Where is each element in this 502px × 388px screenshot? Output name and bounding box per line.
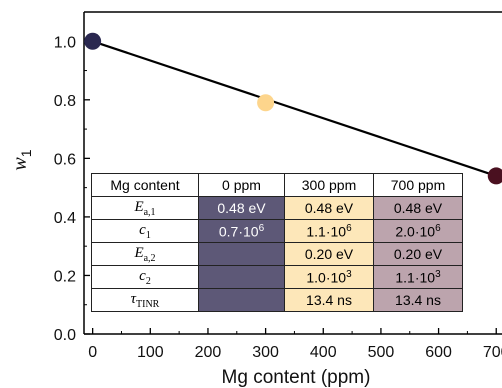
inset-cell-value: 0.48 eV — [393, 200, 443, 216]
x-tick-label: 500 — [368, 344, 395, 361]
inset-row-label: Ea,1 — [91, 196, 199, 220]
inset-cell-exponent: 3 — [346, 268, 352, 280]
inset-cell: 1.1·106 — [284, 219, 374, 243]
x-tick-label: 0 — [88, 344, 97, 361]
inset-cell: 13.4 ns — [373, 288, 463, 312]
inset-cell — [198, 288, 285, 312]
inset-cell: 0.7·106 — [198, 219, 285, 243]
y-tick-label: 0.8 — [54, 93, 76, 110]
y-axis-label-sub: 1 — [18, 149, 34, 157]
y-tick-label: 0.2 — [54, 268, 76, 285]
y-axis-label: w1 — [9, 149, 34, 170]
tick-labels: 0 100 200 300 400 500 600 700 0.0 0.2 0.4 0.6 0.8 1.0 — [54, 34, 502, 361]
inset-cell-value: 1.1·10 — [395, 269, 436, 286]
y-tick-label: 0.0 — [54, 327, 76, 344]
inset-cell-exponent: 6 — [258, 222, 265, 234]
inset-row-label-main: c — [139, 267, 146, 284]
inset-cell: 0.48 eV — [198, 196, 285, 220]
data-series — [84, 32, 502, 185]
inset-cell: 13.4 ns — [284, 288, 374, 312]
inset-table-row: c2 1.0·103 1.1·103 — [91, 265, 463, 289]
x-tick-label: 100 — [137, 344, 164, 361]
inset-cell-value: 0.48 eV — [217, 200, 266, 216]
inset-row-label-main: c — [139, 221, 146, 238]
x-tick-label: 400 — [310, 344, 337, 361]
inset-row-label-sub: a,2 — [143, 252, 156, 264]
inset-row-label-main: τ — [130, 290, 137, 307]
inset-table-header-row: Mg content 0 ppm 300 ppm 700 ppm — [91, 173, 463, 197]
inset-cell-value: 13.4 ns — [395, 292, 441, 308]
inset-cell-value: 1.0·10 — [306, 269, 347, 286]
inset-table-row: c1 0.7·106 1.1·106 2.0·106 — [91, 219, 463, 243]
x-tick-label: 600 — [425, 344, 452, 361]
inset-cell-value: 0.20 eV — [304, 246, 354, 262]
inset-cell-exponent: 3 — [435, 268, 441, 280]
inset-cell-value: 0.20 eV — [393, 246, 443, 262]
inset-header-cell: 300 ppm — [284, 173, 374, 197]
inset-header-cell: 700 ppm — [373, 173, 463, 197]
inset-cell-value: 13.4 ns — [306, 292, 352, 308]
inset-table-row: τTINR 13.4 ns 13.4 ns — [91, 288, 463, 312]
y-tick-label: 0.4 — [54, 210, 76, 227]
fit-line — [92, 40, 497, 177]
inset-table-row: Ea,1 0.48 eV 0.48 eV 0.48 eV — [91, 196, 463, 220]
inset-row-label-sub: 1 — [145, 229, 151, 241]
inset-cell-value: 1.1·10 — [306, 223, 347, 240]
data-point — [487, 167, 502, 185]
inset-cell: 0.20 eV — [373, 242, 463, 266]
inset-cell — [198, 242, 285, 266]
x-tick-label: 200 — [195, 344, 222, 361]
inset-row-label-sub: a,1 — [143, 206, 156, 218]
y-tick-label: 0.6 — [54, 151, 76, 168]
inset-cell — [198, 265, 285, 289]
inset-cell: 2.0·106 — [373, 219, 463, 243]
inset-table-row: Ea,2 0.20 eV 0.20 eV — [91, 242, 463, 266]
inset-cell-value: 2.0·10 — [395, 223, 436, 240]
inset-cell-value: 0.48 eV — [304, 200, 354, 216]
inset-row-label-main: E — [134, 244, 144, 261]
inset-cell: 0.48 eV — [373, 196, 463, 220]
x-axis-label: Mg content (ppm) — [222, 367, 371, 388]
inset-row-label-sub: 2 — [145, 275, 151, 287]
inset-row-label: τTINR — [91, 288, 199, 312]
inset-cell: 0.48 eV — [284, 196, 374, 220]
inset-row-label: Ea,2 — [91, 242, 199, 266]
data-point — [84, 32, 102, 50]
inset-row-label-sub: TINR — [136, 298, 160, 310]
inset-header-cell: 0 ppm — [198, 173, 285, 197]
y-tick-label: 1.0 — [54, 34, 76, 51]
inset-cell: 1.0·103 — [284, 265, 374, 289]
inset-table-body: Ea,1 0.48 eV 0.48 eV 0.48 eV c1 0.7·106 1.1·10… — [91, 196, 463, 312]
x-tick-label: 300 — [252, 344, 279, 361]
inset-table: Mg content 0 ppm 300 ppm 700 ppm Ea,1 0.4… — [91, 173, 463, 312]
inset-cell-value: 0.7·10 — [218, 223, 259, 240]
inset-row-label: c1 — [91, 219, 199, 243]
inset-cell: 1.1·103 — [373, 265, 463, 289]
data-point — [257, 94, 275, 112]
y-axis-label-main: w — [9, 157, 31, 171]
inset-cell: 0.20 eV — [284, 242, 374, 266]
plot-axes — [83, 11, 502, 335]
inset-row-label: c2 — [91, 265, 199, 289]
x-tick-label: 700 — [483, 344, 502, 361]
inset-header-cell: Mg content — [91, 173, 199, 197]
tick-marks — [84, 40, 497, 335]
inset-row-label-main: E — [134, 198, 144, 215]
inset-cell-exponent: 6 — [435, 222, 441, 234]
inset-cell-exponent: 6 — [346, 222, 352, 234]
